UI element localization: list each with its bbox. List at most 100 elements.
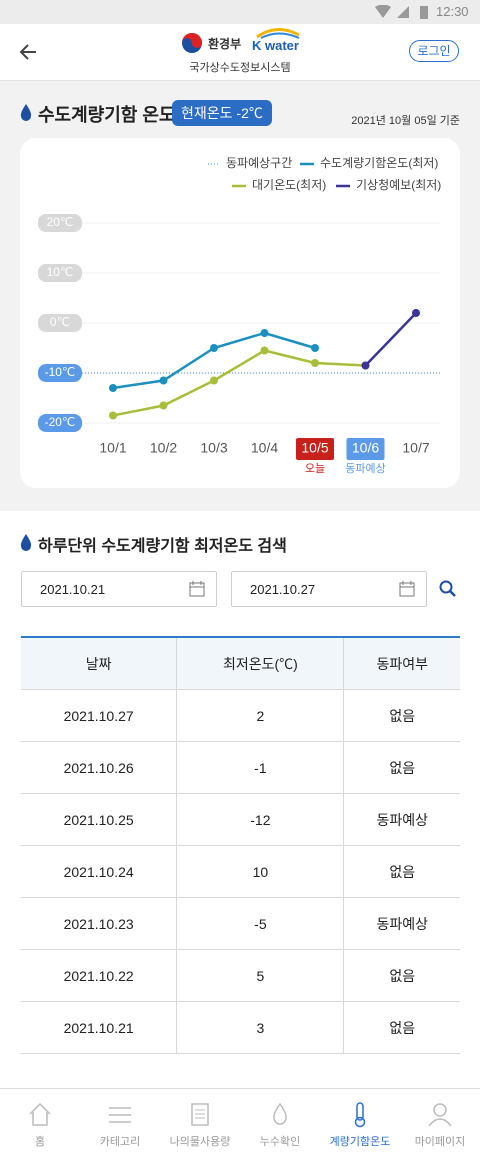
y-tick-label: -20℃ [45, 415, 76, 429]
back-button[interactable] [18, 42, 38, 62]
bottom-nav: 홈 카테고리 나의물사용량 누수확인 계량기함온도 마이페이지 [0, 1088, 480, 1159]
series-line [364, 312, 417, 367]
table-cell: 5 [176, 949, 344, 1002]
nav-item[interactable]: 마이페이지 [400, 1089, 480, 1159]
category-highlight [296, 438, 334, 460]
nav-label: 마이페이지 [414, 1136, 466, 1148]
table-cell: 동파예상 [343, 897, 460, 950]
category-highlight [346, 438, 385, 460]
calendar-icon[interactable] [399, 580, 415, 597]
nav-icon [354, 1102, 366, 1128]
data-point [210, 344, 218, 352]
data-point [159, 376, 168, 385]
y-tick-label: 10℃ [47, 265, 74, 279]
table-row: 2021.10.23 -5 동파예상 [21, 897, 460, 950]
legend-label: 대기온도(최저) [252, 178, 326, 192]
x-tick-label: 10/2 [150, 440, 177, 456]
table-row: 2021.10.22 5 없음 [21, 949, 460, 1002]
table-cell: 2021.10.25 [21, 793, 177, 846]
nav-icon [428, 1103, 452, 1127]
end-date-input[interactable]: 2021.10.27 [231, 571, 427, 607]
table-cell: 2021.10.24 [21, 845, 177, 898]
x-tick-label: 10/6 [352, 440, 379, 456]
y-tick-badge [38, 414, 82, 432]
status-icons [375, 5, 409, 18]
login-button[interactable]: 로그인 [409, 40, 459, 62]
table-cell: 없음 [343, 741, 460, 794]
column-header: 동파여부 [343, 636, 460, 690]
table-cell: -12 [176, 793, 344, 846]
nav-item[interactable]: 누수확인 [240, 1089, 320, 1159]
data-point [260, 346, 269, 355]
table-cell: 10 [176, 845, 344, 898]
x-tick-label: 10/5 [301, 440, 328, 456]
data-point [412, 309, 420, 317]
table-cell: 없음 [343, 949, 460, 1002]
table-cell: 없음 [343, 845, 460, 898]
brand-logo [256, 28, 300, 39]
table-cell: 2021.10.27 [21, 689, 177, 742]
table-cell: 3 [176, 1001, 344, 1054]
reference-date: 2021년 10월 05일 기준 [351, 115, 460, 127]
y-tick-label: 20℃ [47, 215, 74, 229]
x-tick-label: 10/7 [402, 440, 429, 456]
y-tick-badge [38, 314, 82, 332]
table-row: 2021.10.21 3 없음 [21, 1001, 460, 1054]
table-cell: -5 [176, 897, 344, 950]
nav-label: 누수확인 [259, 1136, 301, 1148]
nav-item[interactable]: 나의물사용량 [160, 1089, 240, 1159]
table-row: 2021.10.25 -12 동파예상 [21, 793, 460, 846]
nav-icon [191, 1103, 209, 1126]
x-tick-label: 10/4 [251, 440, 278, 456]
nav-icon [273, 1102, 287, 1125]
y-tick-badge [38, 264, 82, 282]
table-cell: 2021.10.26 [21, 741, 177, 794]
current-temp-badge: 현재온도 -2℃ [172, 100, 272, 126]
y-tick-label: 0℃ [50, 315, 70, 329]
table-cell: 2021.10.21 [21, 1001, 177, 1054]
y-tick-badge [38, 364, 82, 382]
drop-icon [20, 104, 32, 121]
data-point [311, 344, 319, 352]
status-bar: 12:30 [0, 0, 480, 24]
data-point [159, 401, 168, 410]
x-tick-label: 10/3 [200, 440, 227, 456]
legend-label: 동파예상구간 [226, 156, 292, 170]
column-header: 날짜 [21, 636, 177, 690]
data-point [311, 359, 319, 367]
data-point [109, 411, 117, 420]
nav-icon [29, 1102, 51, 1126]
table-cell: -1 [176, 741, 344, 794]
legend-label: 기상청예보(최저) [356, 178, 441, 192]
table-body: 2021.10.27 2 없음 2021.10.26 -1 없음 2021.10.25 -12… [21, 689, 460, 1054]
nav-label: 홈 [34, 1136, 46, 1148]
nav-item[interactable]: 홈 [0, 1089, 80, 1159]
table-row: 2021.10.27 2 없음 [21, 689, 460, 742]
nav-label: 카테고리 [99, 1136, 141, 1148]
calendar-icon[interactable] [189, 580, 205, 597]
clock: 12:30 [436, 4, 469, 19]
nav-label: 나의물사용량 [169, 1136, 231, 1148]
ministry-name: 환경부 [208, 37, 242, 51]
brand-name: K water [252, 38, 299, 53]
search-button[interactable] [439, 580, 457, 598]
y-tick-label: -10℃ [45, 365, 76, 379]
data-point [361, 361, 370, 370]
ministry-logo [182, 33, 202, 53]
table-cell: 2 [176, 689, 344, 742]
table-row: 2021.10.24 10 없음 [21, 845, 460, 898]
section-title: 수도계량기함 온도 [38, 105, 176, 125]
data-point [260, 329, 269, 337]
table-cell: 없음 [343, 689, 460, 742]
nav-item[interactable]: 카테고리 [80, 1089, 160, 1159]
system-name: 국가상수도정보시스템 [189, 62, 291, 74]
table-cell: 없음 [343, 1001, 460, 1054]
data-point [210, 376, 218, 385]
chart: 동파예상구간 수도계량기함온도(최저) 대기온도(최저) 기상청예보(최저) 20℃ 10… [38, 156, 441, 475]
nav-item[interactable]: 계량기함온도 [320, 1089, 400, 1159]
series-line [112, 349, 366, 417]
start-date-input[interactable]: 2021.10.21 [21, 571, 217, 607]
header: 환경부 K water 국가상수도정보시스템 로그인 [0, 24, 480, 81]
